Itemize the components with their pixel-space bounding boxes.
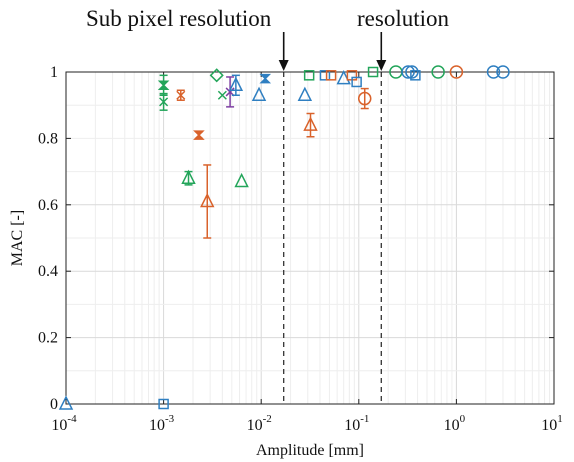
marker-circle: [486, 65, 501, 79]
data-point-diamond: [209, 68, 224, 83]
x-axis-label: Amplitude [mm]: [256, 442, 364, 459]
arrow-resolution-head: [376, 60, 387, 71]
data-points: [58, 65, 510, 410]
data-point-x: [176, 89, 186, 101]
y-tick-label: 0: [50, 396, 58, 413]
x-tick-label: 10-4: [51, 413, 77, 434]
marker-square: [303, 70, 315, 81]
y-tick-label: 1: [50, 64, 58, 81]
marker-triangle: [200, 192, 215, 208]
marker-circle: [431, 65, 445, 79]
marker-triangle: [58, 395, 74, 410]
x-tick-exponent: -4: [67, 413, 77, 425]
data-point-circle: [449, 65, 464, 79]
marker-circle: [357, 91, 372, 106]
data-point-circle: [431, 65, 445, 79]
data-point-x: [225, 76, 235, 108]
x-tick-label: 10-2: [247, 413, 272, 434]
marker-triangle: [228, 76, 244, 92]
data-point-x: [217, 90, 227, 100]
data-point-square: [367, 66, 379, 78]
x-tick-exponent: 1: [557, 413, 563, 425]
x-tick-label: 100: [444, 413, 466, 434]
marker-square: [367, 66, 379, 78]
y-tick-label: 0.2: [38, 330, 58, 347]
marker-square: [351, 76, 362, 88]
data-point-triangle: [251, 86, 267, 101]
marker-x: [176, 90, 186, 100]
marker-diamond: [209, 68, 224, 83]
marker-circle: [405, 65, 419, 79]
data-point-hourglass: [193, 130, 205, 140]
data-point-circle: [486, 65, 501, 79]
marker-circle: [401, 65, 415, 79]
marker-square: [410, 70, 421, 81]
x-tick-label: 10-1: [344, 413, 369, 434]
marker-hourglass: [193, 130, 205, 140]
data-point-square: [158, 398, 169, 410]
data-point-triangle: [58, 395, 74, 410]
arrow-subpixel-head: [278, 60, 289, 71]
x-tick-exponent: -2: [263, 413, 272, 425]
data-point-triangle: [297, 86, 313, 101]
marker-triangle: [181, 169, 196, 184]
annotation-subpixel-label: Sub pixel resolution: [86, 6, 272, 31]
marker-triangle: [297, 86, 313, 101]
marker-hourglass: [259, 73, 272, 84]
x-tick-label: 101: [541, 413, 563, 434]
marker-x: [217, 90, 227, 100]
data-point-circle: [496, 65, 510, 79]
y-axis-label: MAC [-]: [9, 210, 26, 266]
marker-circle: [449, 65, 464, 79]
data-point-square: [410, 70, 421, 81]
data-point-circle: [357, 87, 372, 110]
x-tick-label: 10-3: [149, 413, 175, 434]
marker-triangle: [251, 86, 267, 101]
data-point-hourglass: [259, 73, 272, 84]
tick-marks: [65, 71, 555, 405]
marker-x: [159, 97, 169, 107]
annotation-arrows: [278, 32, 387, 71]
marker-hourglass: [157, 80, 170, 91]
marker-circle: [496, 65, 510, 79]
data-point-x: [159, 92, 169, 111]
data-point-square: [303, 70, 315, 81]
resolution-lines: [283, 72, 382, 404]
plot-frame: [65, 71, 555, 405]
data-point-triangle: [303, 112, 318, 138]
x-tick-exponent: -1: [360, 413, 369, 425]
y-tick-label: 0.8: [38, 130, 58, 147]
marker-triangle: [303, 116, 318, 131]
data-point-square: [325, 70, 337, 81]
x-tick-exponent: 0: [460, 413, 466, 425]
x-tick-exponent: -3: [165, 413, 175, 425]
data-point-square: [319, 70, 331, 81]
marker-square: [325, 70, 337, 81]
data-point-triangle: [200, 164, 215, 239]
annotation-resolution-label: resolution: [357, 6, 449, 31]
data-point-triangle: [234, 172, 249, 188]
data-point-circle: [405, 65, 419, 79]
data-point-square: [351, 76, 362, 88]
marker-square: [319, 70, 331, 81]
y-tick-label: 0.4: [38, 263, 58, 280]
y-tick-label: 0.6: [38, 197, 58, 214]
marker-triangle: [234, 172, 249, 188]
data-point-triangle: [228, 74, 244, 96]
data-point-hourglass: [157, 74, 170, 96]
data-point-triangle: [181, 169, 196, 186]
data-point-circle: [401, 65, 415, 79]
marker-square: [158, 398, 169, 410]
